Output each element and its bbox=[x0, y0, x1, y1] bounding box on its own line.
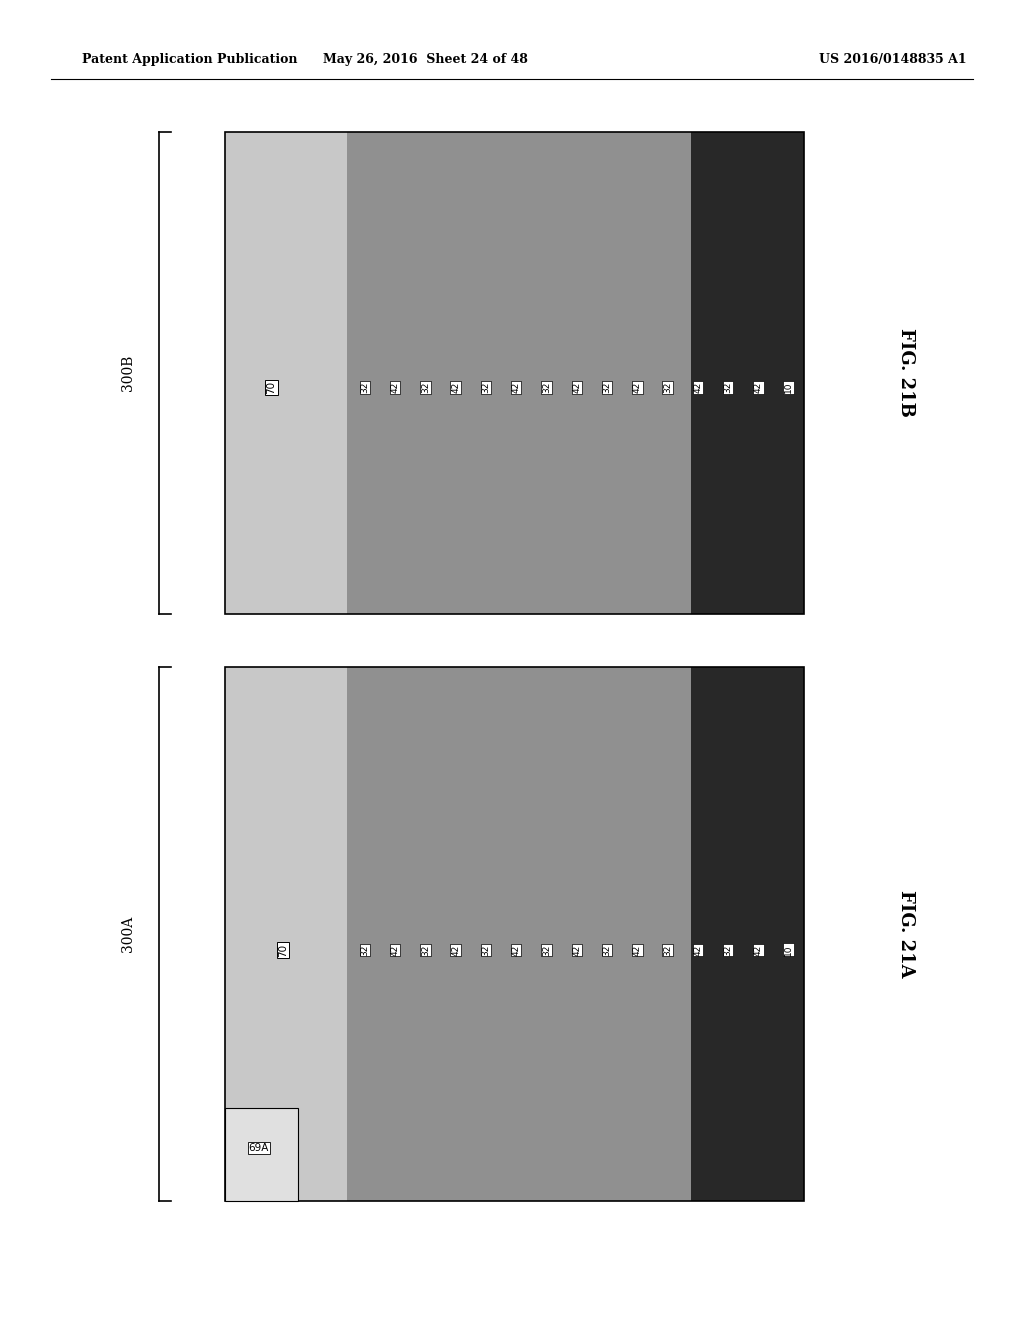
Text: 42: 42 bbox=[512, 381, 520, 393]
Bar bbox=[691, 132, 804, 614]
Bar bbox=[691, 667, 804, 1201]
Bar bbox=[225, 132, 347, 614]
Text: 32: 32 bbox=[542, 944, 551, 956]
Text: 32: 32 bbox=[724, 381, 732, 393]
Text: 42: 42 bbox=[754, 944, 763, 956]
Text: 42: 42 bbox=[512, 944, 520, 956]
Bar bbox=[347, 667, 691, 1201]
Text: 42: 42 bbox=[452, 381, 460, 393]
Bar bbox=[347, 132, 691, 614]
Text: 32: 32 bbox=[360, 944, 370, 956]
Text: 42: 42 bbox=[572, 381, 582, 393]
Text: US 2016/0148835 A1: US 2016/0148835 A1 bbox=[819, 53, 967, 66]
Text: 42: 42 bbox=[633, 381, 642, 393]
Text: May 26, 2016  Sheet 24 of 48: May 26, 2016 Sheet 24 of 48 bbox=[323, 53, 527, 66]
Text: FIG. 21A: FIG. 21A bbox=[897, 890, 915, 978]
Text: 42: 42 bbox=[390, 944, 399, 956]
Text: 300B: 300B bbox=[121, 355, 135, 391]
Text: 32: 32 bbox=[481, 381, 490, 393]
Text: 32: 32 bbox=[724, 944, 732, 956]
Text: 42: 42 bbox=[452, 944, 460, 956]
Text: 42: 42 bbox=[572, 944, 582, 956]
Text: 32: 32 bbox=[421, 944, 430, 956]
Text: 32: 32 bbox=[360, 381, 370, 393]
Text: 32: 32 bbox=[481, 944, 490, 956]
Text: 70: 70 bbox=[266, 380, 276, 393]
Text: Patent Application Publication: Patent Application Publication bbox=[82, 53, 297, 66]
Text: 42: 42 bbox=[390, 381, 399, 393]
Text: FIG. 21B: FIG. 21B bbox=[897, 329, 915, 417]
Text: 10: 10 bbox=[784, 944, 794, 956]
Text: 10: 10 bbox=[784, 381, 794, 393]
Text: 32: 32 bbox=[602, 944, 611, 956]
Text: 42: 42 bbox=[633, 944, 642, 956]
Text: 42: 42 bbox=[693, 944, 702, 956]
Text: 70: 70 bbox=[279, 944, 288, 957]
Text: 42: 42 bbox=[693, 381, 702, 393]
Text: 32: 32 bbox=[602, 381, 611, 393]
Bar bbox=[225, 1107, 298, 1201]
Text: 32: 32 bbox=[664, 381, 672, 393]
Text: 32: 32 bbox=[664, 944, 672, 956]
Bar bbox=[225, 132, 804, 614]
Text: 32: 32 bbox=[542, 381, 551, 393]
Text: 32: 32 bbox=[421, 381, 430, 393]
Bar bbox=[225, 667, 347, 1201]
Bar bbox=[225, 667, 804, 1201]
Text: 69A: 69A bbox=[249, 1143, 269, 1152]
Text: 300A: 300A bbox=[121, 916, 135, 952]
Text: 42: 42 bbox=[754, 381, 763, 393]
